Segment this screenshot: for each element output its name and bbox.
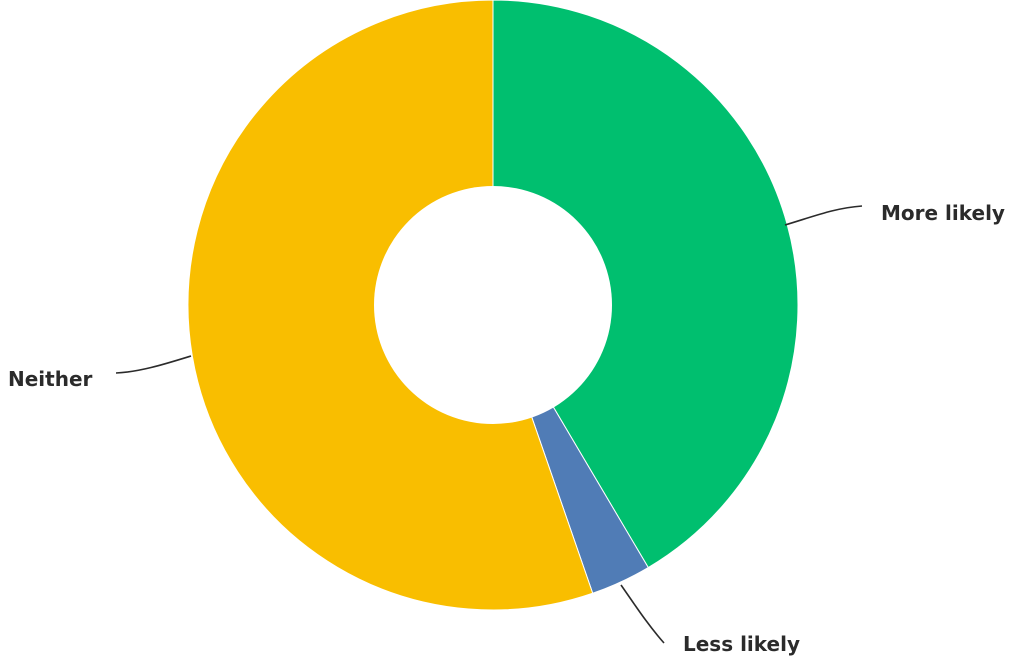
slice-label-neither: Neither xyxy=(8,367,93,391)
leader-line-less-likely xyxy=(620,584,665,644)
leader-line-more-likely xyxy=(784,205,863,226)
leader-line-neither xyxy=(115,355,192,374)
slice-label-less-likely: Less likely xyxy=(683,632,800,656)
donut-hole xyxy=(374,186,612,424)
slice-label-more-likely: More likely xyxy=(881,201,1005,225)
slice-labels: More likely Less likely Neither xyxy=(8,201,1005,656)
